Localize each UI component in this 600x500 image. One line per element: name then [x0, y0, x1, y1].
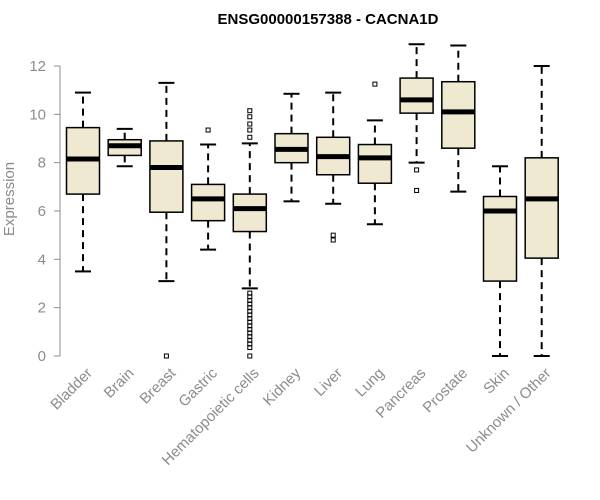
x-tick-label: Kidney: [260, 364, 305, 409]
x-tick-label: Brain: [101, 365, 138, 402]
x-tick-label: Lung: [352, 365, 388, 401]
y-tick-label: 2: [38, 300, 46, 317]
y-tick-label: 4: [38, 251, 46, 268]
outlier-point: [247, 345, 253, 351]
iqr-box: [232, 193, 268, 233]
outlier-point: [414, 187, 420, 193]
outlier-point: [247, 134, 253, 140]
outlier-point: [163, 353, 169, 359]
iqr-box: [441, 80, 476, 149]
outlier-point: [247, 108, 253, 114]
iqr-box: [524, 157, 559, 259]
box-liver: [315, 91, 351, 243]
x-tick-label: Liver: [311, 365, 346, 400]
y-axis: 0 2 4 6 8 10 12: [29, 58, 61, 365]
chart-title: ENSG00000157388 - CACNA1D: [218, 11, 439, 28]
box-gastric: [190, 127, 226, 251]
y-tick-label: 10: [29, 106, 46, 123]
box-prostate: [441, 44, 476, 193]
y-tick-label: 6: [38, 203, 46, 220]
box-unknown-other: [524, 65, 559, 357]
y-axis-label: Expression: [1, 162, 18, 236]
box-brain: [107, 127, 142, 168]
outlier-point: [247, 114, 253, 120]
outlier-point: [414, 167, 420, 173]
box-hematopoietic-cells: [232, 108, 268, 359]
iqr-box: [357, 143, 393, 184]
iqr-box: [190, 183, 226, 222]
box-lung: [357, 81, 393, 226]
x-tick-label: Prostate: [420, 365, 472, 417]
box-kidney: [274, 92, 309, 203]
y-tick-label: 0: [38, 348, 46, 365]
box-skin: [482, 165, 518, 357]
iqr-box: [149, 140, 184, 213]
iqr-box: [399, 77, 434, 114]
outlier-point: [247, 353, 253, 359]
outlier-point: [330, 237, 336, 243]
x-tick-label: Breast: [137, 364, 180, 407]
x-tick-label: Skin: [480, 365, 513, 398]
outlier-point: [205, 127, 211, 133]
outlier-point: [247, 121, 253, 127]
box-breast: [149, 81, 184, 359]
x-tick-label: Bladder: [47, 365, 96, 414]
outlier-point: [330, 232, 336, 238]
y-tick-label: 12: [29, 58, 46, 75]
box-series: [65, 43, 559, 359]
y-tick-label: 8: [38, 155, 46, 172]
outlier-point: [247, 127, 253, 133]
box-bladder: [65, 91, 101, 273]
box-pancreas: [399, 43, 434, 193]
outlier-point: [372, 81, 378, 87]
